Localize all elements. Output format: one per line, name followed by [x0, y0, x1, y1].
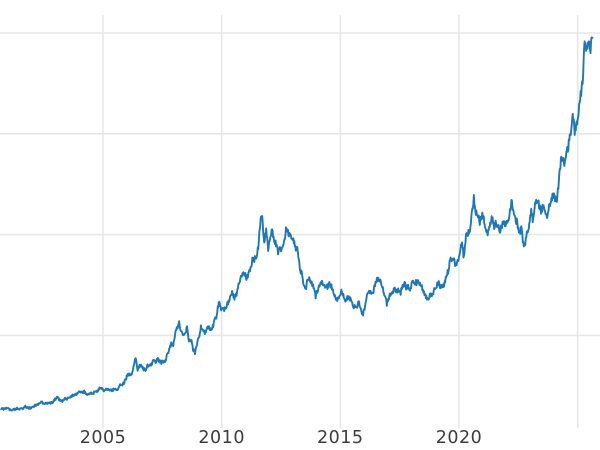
x-tick-label: 2020 [435, 428, 483, 448]
x-tick-label: 2015 [317, 428, 364, 448]
price-line [0, 36, 594, 412]
x-tick-label: 2010 [198, 428, 245, 448]
x-tick-label: 2005 [79, 428, 127, 448]
grid-lines [0, 15, 600, 428]
